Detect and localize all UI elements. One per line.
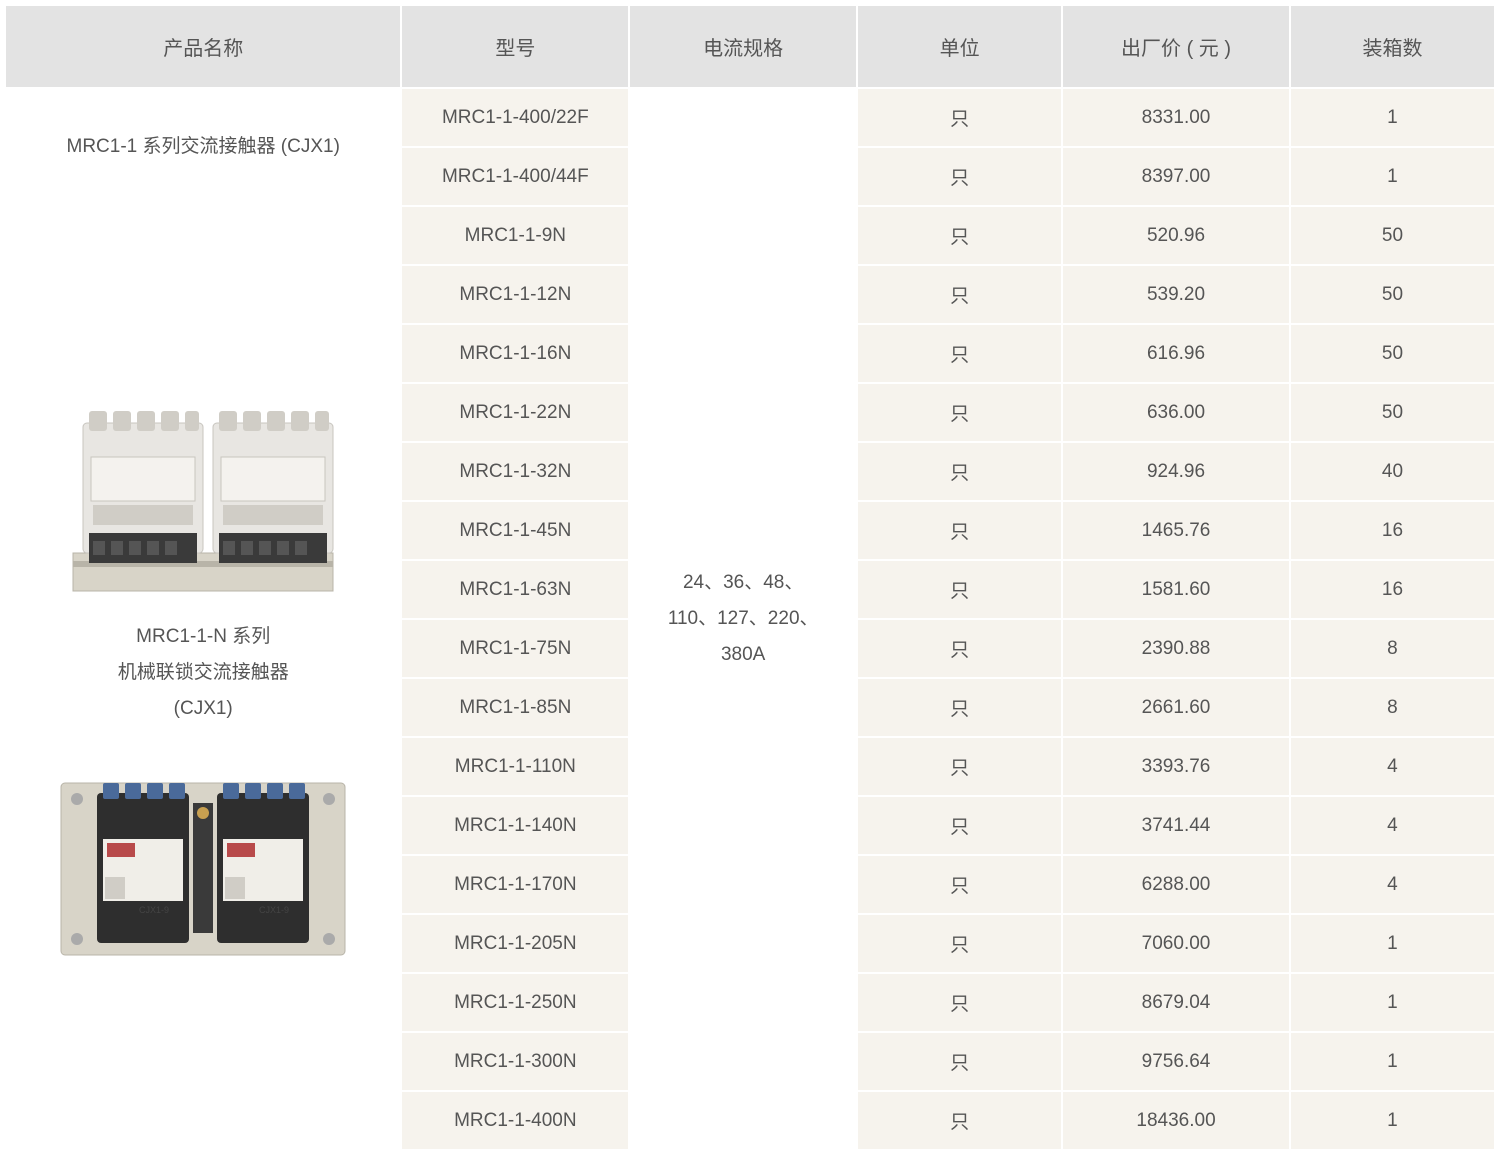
table-row: MRC1-1 系列交流接触器 (CJX1) MRC1-1-400/22F 24、…	[5, 88, 1495, 147]
cell-qty: 1	[1290, 914, 1495, 973]
svg-text:CJX1-9: CJX1-9	[259, 905, 289, 915]
product-image-wrap: MRC1-1-N 系列 机械联锁交流接触器 (CJX1)	[18, 393, 388, 963]
table-header-row: 产品名称 型号 电流规格 单位 出厂价 ( 元 ) 装箱数	[5, 5, 1495, 88]
cell-model: MRC1-1-12N	[401, 265, 629, 324]
cell-unit: 只	[857, 265, 1062, 324]
cell-qty: 1	[1290, 1091, 1495, 1150]
spec-line3: 380A	[721, 644, 765, 665]
product-label: MRC1-1 系列交流接触器 (CJX1)	[67, 136, 340, 157]
cell-qty: 1	[1290, 1032, 1495, 1091]
cell-unit: 只	[857, 619, 1062, 678]
cell-model: MRC1-1-400N	[401, 1091, 629, 1150]
cell-price: 1465.76	[1062, 501, 1290, 560]
cell-model: MRC1-1-250N	[401, 973, 629, 1032]
cell-qty: 4	[1290, 737, 1495, 796]
cell-model: MRC1-1-63N	[401, 560, 629, 619]
cell-qty: 50	[1290, 324, 1495, 383]
svg-text:CJX1-9: CJX1-9	[139, 905, 169, 915]
header-qty: 装箱数	[1290, 5, 1495, 88]
cell-qty: 50	[1290, 206, 1495, 265]
cell-model: MRC1-1-9N	[401, 206, 629, 265]
cell-unit: 只	[857, 796, 1062, 855]
spec-line1: 24、36、48、	[683, 572, 803, 593]
cell-model: MRC1-1-205N	[401, 914, 629, 973]
cell-price: 7060.00	[1062, 914, 1290, 973]
cell-model: MRC1-1-85N	[401, 678, 629, 737]
cell-price: 3741.44	[1062, 796, 1290, 855]
cell-unit: 只	[857, 737, 1062, 796]
cell-unit: 只	[857, 383, 1062, 442]
product-image-icon	[63, 393, 343, 603]
product-cell-group2: MRC1-1-N 系列 机械联锁交流接触器 (CJX1)	[5, 206, 401, 1150]
header-product: 产品名称	[5, 5, 401, 88]
cell-price: 924.96	[1062, 442, 1290, 501]
cell-unit: 只	[857, 206, 1062, 265]
cell-price: 2390.88	[1062, 619, 1290, 678]
cell-qty: 1	[1290, 88, 1495, 147]
cell-price: 8397.00	[1062, 147, 1290, 206]
header-unit: 单位	[857, 5, 1062, 88]
cell-unit: 只	[857, 88, 1062, 147]
cell-price: 539.20	[1062, 265, 1290, 324]
cell-model: MRC1-1-22N	[401, 383, 629, 442]
cell-price: 636.00	[1062, 383, 1290, 442]
cell-model: MRC1-1-300N	[401, 1032, 629, 1091]
cell-unit: 只	[857, 1091, 1062, 1150]
cell-unit: 只	[857, 560, 1062, 619]
cell-price: 6288.00	[1062, 855, 1290, 914]
spec-line2: 110、127、220、	[668, 608, 819, 629]
spec-cell: 24、36、48、 110、127、220、 380A	[629, 88, 857, 1150]
cell-unit: 只	[857, 973, 1062, 1032]
cell-unit: 只	[857, 1032, 1062, 1091]
cell-qty: 4	[1290, 796, 1495, 855]
cell-qty: 16	[1290, 501, 1495, 560]
cell-qty: 1	[1290, 147, 1495, 206]
cell-price: 616.96	[1062, 324, 1290, 383]
cell-price: 3393.76	[1062, 737, 1290, 796]
cell-model: MRC1-1-400/22F	[401, 88, 629, 147]
product-price-table: 产品名称 型号 电流规格 单位 出厂价 ( 元 ) 装箱数 MRC1-1 系列交…	[4, 4, 1496, 1151]
cell-qty: 4	[1290, 855, 1495, 914]
cell-model: MRC1-1-140N	[401, 796, 629, 855]
cell-qty: 40	[1290, 442, 1495, 501]
cell-model: MRC1-1-16N	[401, 324, 629, 383]
cell-price: 8679.04	[1062, 973, 1290, 1032]
cell-model: MRC1-1-32N	[401, 442, 629, 501]
cell-model: MRC1-1-170N	[401, 855, 629, 914]
cell-unit: 只	[857, 442, 1062, 501]
cell-price: 2661.60	[1062, 678, 1290, 737]
cell-model: MRC1-1-400/44F	[401, 147, 629, 206]
cell-unit: 只	[857, 324, 1062, 383]
cell-model: MRC1-1-75N	[401, 619, 629, 678]
header-price: 出厂价 ( 元 )	[1062, 5, 1290, 88]
cell-price: 520.96	[1062, 206, 1290, 265]
cell-price: 1581.60	[1062, 560, 1290, 619]
cell-qty: 1	[1290, 973, 1495, 1032]
cell-unit: 只	[857, 501, 1062, 560]
cell-unit: 只	[857, 855, 1062, 914]
cell-model: MRC1-1-110N	[401, 737, 629, 796]
cell-unit: 只	[857, 678, 1062, 737]
header-model: 型号	[401, 5, 629, 88]
cell-qty: 16	[1290, 560, 1495, 619]
cell-model: MRC1-1-45N	[401, 501, 629, 560]
product-cell-group1: MRC1-1 系列交流接触器 (CJX1)	[5, 88, 401, 206]
cell-price: 8331.00	[1062, 88, 1290, 147]
product-label-line1: MRC1-1-N 系列	[136, 626, 270, 647]
cell-unit: 只	[857, 147, 1062, 206]
cell-unit: 只	[857, 914, 1062, 973]
cell-qty: 50	[1290, 383, 1495, 442]
cell-price: 18436.00	[1062, 1091, 1290, 1150]
header-spec: 电流规格	[629, 5, 857, 88]
product-label-line2: 机械联锁交流接触器	[118, 662, 289, 683]
cell-qty: 50	[1290, 265, 1495, 324]
product-image-icon: CJX1-9	[53, 743, 353, 963]
product-label: MRC1-1-N 系列 机械联锁交流接触器 (CJX1)	[118, 619, 289, 727]
cell-qty: 8	[1290, 678, 1495, 737]
cell-qty: 8	[1290, 619, 1495, 678]
product-label-line3: (CJX1)	[174, 698, 233, 719]
cell-price: 9756.64	[1062, 1032, 1290, 1091]
